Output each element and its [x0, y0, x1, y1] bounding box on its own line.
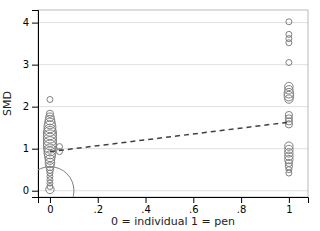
axis-line	[32, 11, 39, 198]
point	[44, 124, 56, 136]
tick-mark	[32, 23, 38, 24]
tick-mark	[32, 65, 38, 66]
grid-line	[38, 64, 308, 65]
grid-line	[38, 190, 308, 191]
tick: .8	[237, 197, 247, 215]
tick-label: 4	[23, 17, 29, 28]
tick-label: .8	[237, 204, 247, 215]
tick-mark	[98, 197, 99, 203]
line	[50, 122, 289, 151]
tick-label: 1	[286, 204, 292, 215]
point	[286, 31, 292, 37]
tick-label: .2	[93, 204, 103, 215]
chart: 0 .2 .4 .6 .8 1 0 1 2 3 4 0 = individual 1 = pen SMD	[0, 0, 320, 231]
plot-frame	[38, 10, 308, 197]
tick: 1	[286, 197, 292, 215]
point	[38, 167, 74, 197]
y-axis-title: SMD	[1, 91, 14, 116]
grid-line	[38, 106, 308, 107]
point	[286, 19, 292, 25]
tick: .6	[189, 197, 199, 215]
tick-mark	[32, 149, 38, 150]
tick-label: .4	[141, 204, 151, 215]
tick-mark	[289, 197, 290, 203]
tick: .4	[141, 197, 151, 215]
tick-label: 0	[47, 204, 53, 215]
tick: .2	[93, 197, 103, 215]
tick-mark	[241, 197, 242, 203]
point	[285, 82, 293, 90]
point	[285, 95, 293, 103]
tick-label: 0	[23, 185, 29, 196]
tick-label: 2	[23, 101, 29, 112]
tick: 1	[23, 143, 38, 154]
tick: 4	[23, 17, 38, 28]
tick-label: .6	[189, 204, 199, 215]
tick: 2	[23, 101, 38, 112]
point	[286, 60, 292, 66]
grid	[38, 23, 308, 191]
tick: 0	[23, 185, 38, 196]
marks	[38, 19, 294, 197]
tick: 0	[47, 197, 53, 215]
tick-mark	[146, 197, 147, 203]
point	[285, 111, 292, 118]
point	[47, 97, 53, 103]
x-axis: 0 .2 .4 .6 .8 1	[39, 197, 309, 215]
tick-mark	[32, 107, 38, 108]
tick-mark	[32, 191, 38, 192]
tick-mark	[193, 197, 194, 203]
point	[57, 144, 63, 150]
point	[285, 142, 293, 150]
grid-line	[38, 22, 308, 23]
tick-label: 3	[23, 59, 29, 70]
tick-mark	[50, 197, 51, 203]
plot: 0 .2 .4 .6 .8 1 0 1 2 3 4	[23, 10, 309, 215]
x-axis-title: 0 = individual 1 = pen	[111, 215, 235, 228]
y-axis: 0 1 2 3 4	[23, 11, 39, 198]
tick-label: 1	[23, 143, 29, 154]
axis-line	[39, 198, 309, 204]
tick: 3	[23, 59, 38, 70]
point	[284, 88, 294, 98]
point	[46, 110, 53, 117]
